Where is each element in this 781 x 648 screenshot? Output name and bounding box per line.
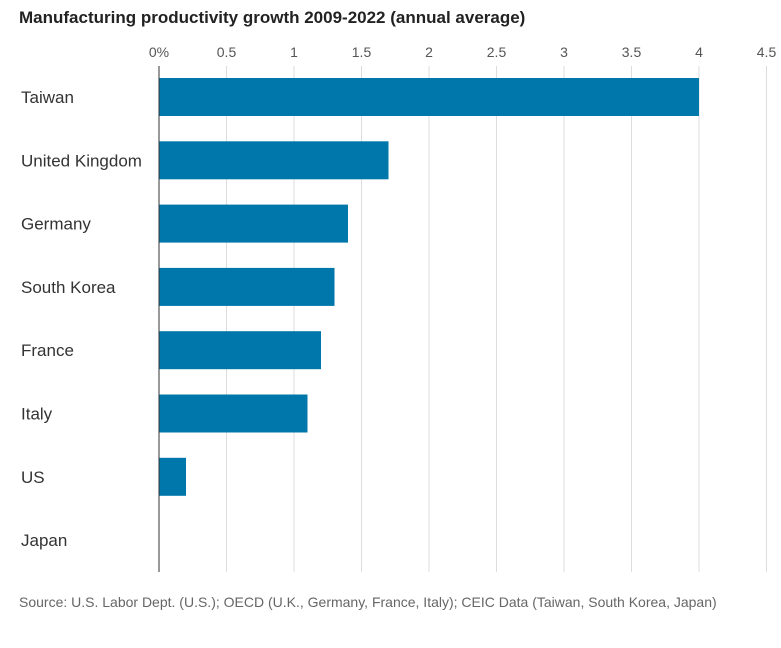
source-note: Source: U.S. Labor Dept. (U.S.); OECD (U… [19,594,717,610]
x-tick-label: 0% [149,44,169,60]
category-label: United Kingdom [21,151,142,170]
x-tick-label: 4.5 [757,44,777,60]
bar-taiwan [159,78,699,116]
category-label: Taiwan [21,88,74,107]
bar-chart: 0% 0.5 1 1.5 2 2.5 3 3.5 4 4.5 Taiwan United Kingd… [21,44,777,572]
x-tick-label: 3 [560,44,568,60]
x-tick-label: 1 [290,44,298,60]
bar-france [159,331,321,370]
bar-united-kingdom [159,141,389,180]
category-label: France [21,341,74,360]
x-tick-label: 4 [695,44,703,60]
x-tick-label: 2.5 [487,44,507,60]
x-tick-label: 2 [425,44,433,60]
category-label: Germany [21,215,91,234]
x-tick-label: 3.5 [622,44,642,60]
x-tick-label: 1.5 [352,44,372,60]
category-label: Italy [21,405,53,424]
bar-italy [159,394,308,433]
category-label: US [21,468,45,487]
bar-us [159,457,186,496]
x-tick-label: 0.5 [217,44,237,60]
chart-title: Manufacturing productivity growth 2009-2… [19,8,526,27]
bar-south-korea [159,267,335,306]
category-label: Japan [21,531,67,550]
bar-germany [159,204,348,243]
category-label: South Korea [21,278,116,297]
